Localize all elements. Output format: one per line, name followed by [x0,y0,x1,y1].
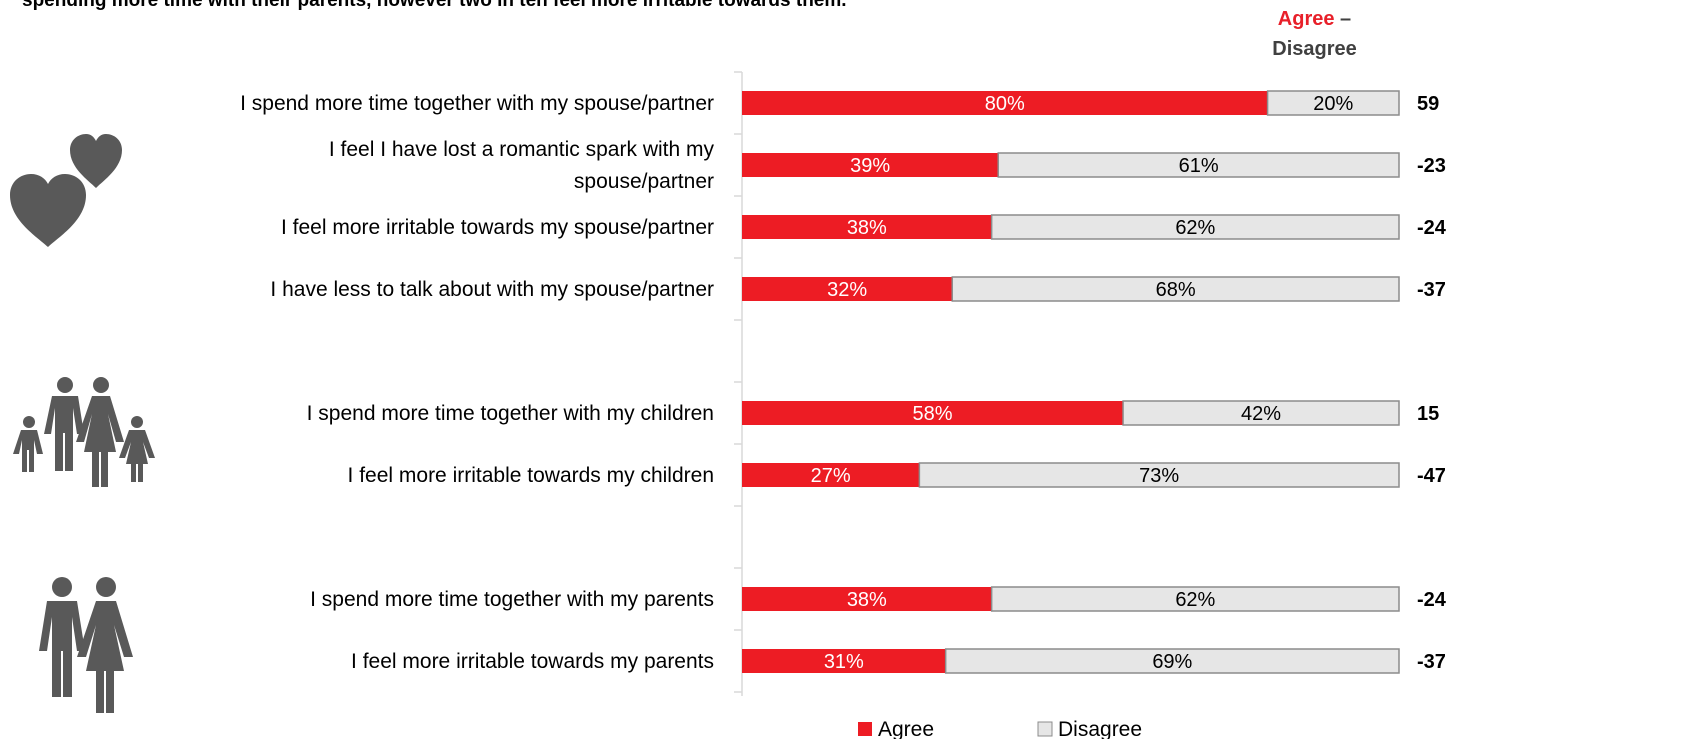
couple-icon [39,577,133,713]
category-label: I feel more irritable towards my parents [351,650,714,673]
net-score-label: -47 [1417,465,1446,487]
score-header-separator: – [1334,8,1352,30]
data-label-agree: 38% [847,589,887,611]
data-label-disagree: 68% [1156,279,1196,301]
net-score-label: -23 [1417,155,1446,177]
legend-label-disagree: Disagree [1058,718,1142,739]
bar-disagree [918,462,1400,488]
bar-row: I spend more time together with my spous… [240,90,1439,116]
data-label-disagree: 20% [1313,93,1353,115]
bar-row: I feel more irritable towards my childre… [348,462,1446,488]
bar-disagree [990,586,1400,612]
bar-row: I spend more time together with my paren… [310,586,1447,612]
category-label: I spend more time together with my spous… [240,92,714,115]
data-label-disagree: 69% [1152,651,1192,673]
data-label-disagree: 73% [1139,465,1179,487]
legend-swatch-agree [858,722,872,736]
bar-agree [742,153,999,177]
legend: Agree Disagree [858,718,1142,739]
bar-agree [742,401,1124,425]
data-label-agree: 80% [985,93,1025,115]
bar-row: I spend more time together with my child… [307,400,1439,426]
net-score-label: 15 [1417,403,1439,425]
bar-disagree [951,276,1400,302]
bars: I spend more time together with my spous… [240,90,1447,674]
data-label-agree: 27% [811,465,851,487]
bar-row: I feel more irritable towards my parents… [351,648,1446,674]
score-header-disagree: Disagree [1272,38,1357,60]
net-score-label: -37 [1417,651,1446,673]
data-label-disagree: 42% [1241,403,1281,425]
hearts-icon [10,134,122,247]
category-label: I spend more time together with my child… [307,402,714,425]
data-label-agree: 31% [824,651,864,673]
bar-agree [742,649,946,673]
bar-agree [742,587,992,611]
score-header: Agree – Disagree [1262,4,1367,64]
bar-agree [742,277,953,301]
legend-swatch-disagree [1037,721,1053,737]
family-icon [13,377,155,487]
category-label: I feel more irritable towards my spouse/… [281,216,714,239]
score-header-agree: Agree [1277,8,1335,30]
bar-agree [742,463,920,487]
data-label-disagree: 62% [1175,589,1215,611]
bar-row: I have less to talk about with my spouse… [270,276,1446,302]
net-score-label: -24 [1417,217,1447,239]
bar-row: I feel more irritable towards my spouse/… [281,214,1447,240]
data-label-disagree: 62% [1175,217,1215,239]
category-label: I feel more irritable towards my childre… [348,464,714,487]
headline: spending more time with their parents, h… [22,0,847,11]
bar-disagree [997,152,1400,178]
category-label: I have less to talk about with my spouse… [270,278,714,301]
net-score-label: 59 [1417,93,1439,115]
bar-agree [742,215,992,239]
data-label-agree: 38% [847,217,887,239]
net-score-label: -37 [1417,279,1446,301]
bar-disagree [1266,90,1400,116]
data-label-disagree: 61% [1179,155,1219,177]
category-label: I spend more time together with my paren… [310,588,714,611]
data-label-agree: 39% [850,155,890,177]
bar-disagree [944,648,1400,674]
data-label-agree: 32% [827,279,867,301]
legend-label-agree: Agree [878,718,934,739]
bar-agree [742,91,1268,115]
bar-disagree [1122,400,1400,426]
data-label-agree: 58% [913,403,953,425]
bar-disagree [990,214,1400,240]
bar-row: I feel I have lost a romantic spark with… [329,138,1446,193]
axis-ticks [734,71,742,693]
category-label: I feel I have lost a romantic spark with… [329,138,715,193]
net-score-label: -24 [1417,589,1447,611]
